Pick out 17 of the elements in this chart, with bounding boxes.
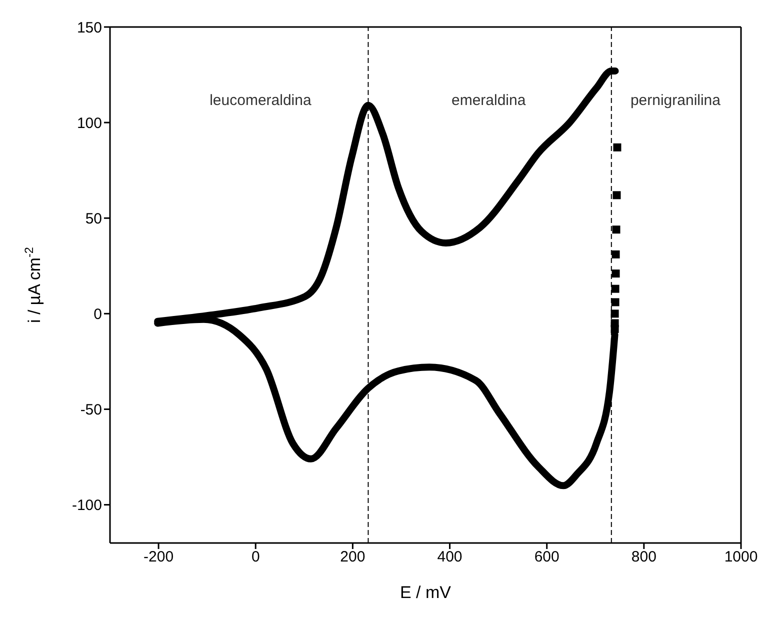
x-tick-label: 800	[631, 548, 656, 566]
x-axis-title: E / mV	[400, 583, 452, 602]
annotation: leucomeraldina	[210, 92, 312, 109]
y-tick-label: -100	[72, 497, 102, 514]
y-tick-label: 50	[85, 210, 102, 228]
x-tick-label: -200	[144, 548, 174, 566]
x-tick-label: 200	[340, 548, 366, 566]
annotation: emeraldina	[451, 92, 526, 109]
x-tick-label: 0	[251, 548, 260, 566]
annotation: pernigranilina	[630, 92, 722, 109]
x-tick-label: 1000	[724, 548, 758, 566]
y-tick-label: -50	[80, 402, 102, 419]
y-tick-label: 150	[76, 19, 102, 36]
x-tick-label: 600	[534, 548, 560, 566]
y-tick-label: 100	[76, 114, 102, 132]
y-tick-label: 0	[94, 306, 102, 323]
x-tick-label: 400	[437, 548, 462, 566]
